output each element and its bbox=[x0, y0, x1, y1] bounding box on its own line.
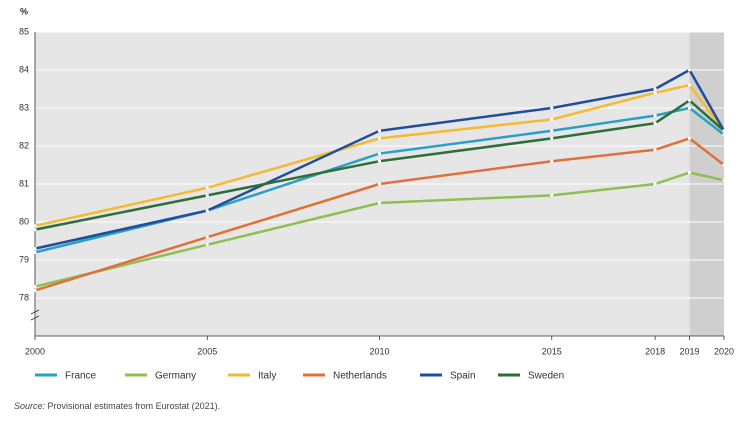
data-point bbox=[653, 182, 657, 186]
y-tick-label: 85 bbox=[19, 26, 29, 36]
x-tick-label: 2000 bbox=[25, 346, 45, 356]
data-point bbox=[377, 159, 382, 163]
x-tick-label: 2015 bbox=[542, 346, 562, 356]
legend-label: Italy bbox=[258, 371, 276, 382]
data-point bbox=[687, 106, 692, 110]
data-point bbox=[653, 114, 657, 118]
data-point bbox=[687, 136, 692, 140]
y-tick-label: 79 bbox=[19, 254, 29, 264]
y-tick-label: 81 bbox=[19, 178, 29, 188]
data-point bbox=[550, 136, 554, 140]
data-point bbox=[722, 163, 726, 167]
data-point bbox=[722, 129, 726, 133]
data-point bbox=[33, 285, 37, 289]
data-point bbox=[377, 129, 382, 133]
x-tick-label: 2010 bbox=[369, 346, 389, 356]
data-point bbox=[33, 250, 37, 254]
source-label: Source: bbox=[14, 401, 46, 411]
y-tick-label: 78 bbox=[19, 292, 29, 302]
data-point bbox=[653, 87, 657, 91]
data-point bbox=[550, 159, 554, 163]
axis-break bbox=[30, 309, 40, 321]
data-point bbox=[33, 224, 37, 228]
data-point bbox=[205, 243, 209, 247]
legend-label: Spain bbox=[450, 371, 476, 382]
data-point bbox=[205, 235, 209, 239]
data-point bbox=[205, 209, 209, 213]
data-point bbox=[550, 193, 554, 197]
data-point bbox=[687, 171, 692, 175]
data-point bbox=[205, 186, 209, 190]
data-point bbox=[687, 83, 692, 87]
x-tick-label: 2019 bbox=[680, 346, 700, 356]
data-point bbox=[377, 182, 382, 186]
data-point bbox=[205, 193, 209, 197]
data-point bbox=[33, 288, 37, 292]
x-tick-label: 2020 bbox=[714, 346, 734, 356]
y-tick-label: 83 bbox=[19, 102, 29, 112]
data-point bbox=[377, 201, 382, 205]
y-axis-label: % bbox=[20, 6, 28, 16]
legend-label: France bbox=[65, 371, 97, 382]
data-point bbox=[653, 148, 657, 152]
y-tick-label: 82 bbox=[19, 140, 29, 150]
y-tick-label: 80 bbox=[19, 216, 29, 226]
source-text: Provisional estimates from Eurostat (202… bbox=[48, 401, 221, 411]
data-point bbox=[377, 152, 382, 156]
data-point bbox=[687, 98, 692, 102]
data-point bbox=[550, 106, 554, 110]
x-tick-label: 2018 bbox=[645, 346, 665, 356]
data-point bbox=[687, 68, 692, 72]
data-point bbox=[550, 129, 554, 133]
legend-label: Netherlands bbox=[333, 371, 387, 382]
data-point bbox=[33, 247, 37, 251]
legend-label: Sweden bbox=[528, 371, 564, 382]
data-point bbox=[653, 91, 657, 95]
x-tick-label: 2005 bbox=[197, 346, 217, 356]
source: Source: Provisional estimates from Euros… bbox=[14, 401, 220, 411]
legend-label: Germany bbox=[155, 371, 196, 382]
y-tick-label: 84 bbox=[19, 64, 29, 74]
data-point bbox=[377, 136, 382, 140]
data-point bbox=[722, 133, 726, 137]
data-point bbox=[33, 228, 37, 232]
data-point bbox=[722, 178, 726, 182]
data-point bbox=[550, 117, 554, 121]
data-point bbox=[653, 121, 657, 125]
